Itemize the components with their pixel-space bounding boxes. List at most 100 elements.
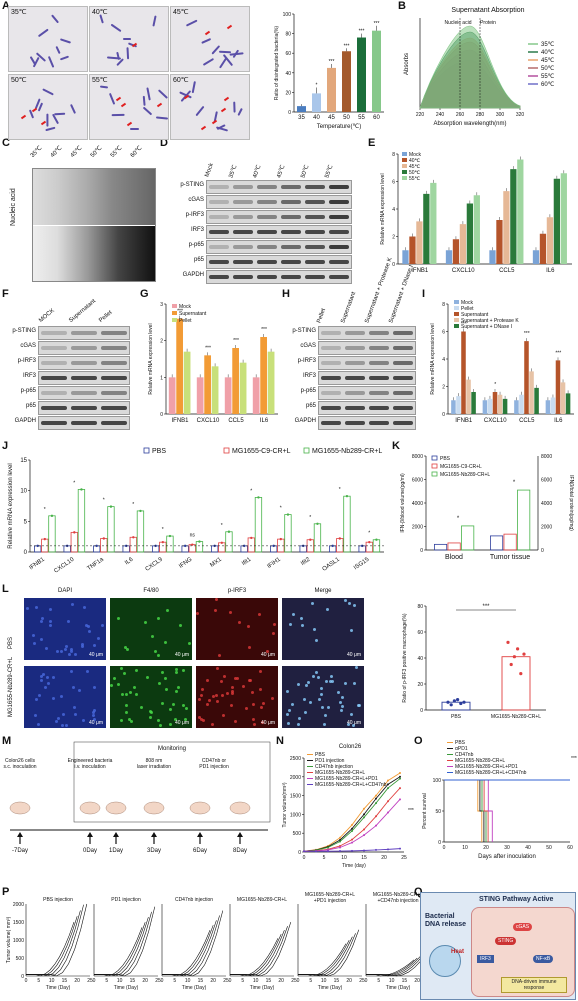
legend-swatch (402, 164, 407, 168)
fluor-cell (220, 679, 224, 683)
y-tick-label: 100 (283, 12, 292, 18)
bar-Blood-0 (434, 543, 448, 551)
bar-IL6-1 (260, 337, 267, 414)
blot-band (345, 331, 365, 335)
blot-band (321, 331, 341, 335)
data-point (315, 850, 317, 853)
y-tick-label: 0 (392, 262, 395, 268)
data-point (512, 655, 516, 659)
data-point (375, 802, 377, 805)
y-axis-label: Relative mRNA expression level (430, 323, 436, 394)
x-tick-label: 50 (546, 845, 552, 851)
fluor-cell (242, 685, 246, 689)
data-point (339, 850, 341, 853)
fluor-cell (318, 698, 322, 702)
y-axis-label: Relative mRNA expression level (148, 323, 154, 394)
monitoring-box (73, 741, 271, 823)
data-point (387, 779, 389, 782)
panel-label-j: J (2, 440, 9, 452)
blot-band (101, 346, 127, 350)
fluor-cell (231, 691, 235, 695)
y-axis-label: Relative mRNA expression level (8, 463, 14, 548)
y-tick-label: 20 (285, 90, 291, 96)
blot-row-label: p65 (25, 403, 36, 409)
bar-Ifit1-2 (254, 497, 263, 553)
blot-band (305, 215, 325, 219)
blot-row-label: p-p65 (300, 388, 316, 394)
data-point (351, 827, 353, 830)
sig-label: * (44, 507, 46, 513)
legend-swatch (431, 455, 438, 461)
bar-CCL5-0 (224, 377, 232, 414)
day-label: 1Day (109, 848, 123, 854)
blot-band (281, 275, 301, 279)
y-tick-label: 1000 (13, 938, 24, 944)
blot-strip-cGAS (318, 341, 416, 355)
individual-curve (162, 929, 211, 977)
y-axis-label: Percent survival (422, 793, 428, 829)
fluor-cell (125, 711, 129, 715)
bar-CXCL10-0 (445, 250, 453, 264)
lysis-arrow (211, 119, 217, 124)
blot-row-label: p65 (305, 403, 316, 409)
fluor-cell (229, 611, 233, 615)
y-tick-label: 8 (392, 152, 395, 158)
y-tick-label: 1 (160, 375, 163, 381)
fluor-cell (171, 702, 175, 706)
y-tick-label: 3 (160, 302, 163, 308)
step-label-2: PD1 injection (199, 764, 229, 770)
blot-row-label: GAPDH (294, 418, 316, 424)
bar-Blood-1 (447, 542, 461, 551)
bar-CXCL10-1 (204, 355, 211, 414)
x-tick-label: 30 (504, 845, 510, 851)
panel-label-c: C (2, 137, 10, 149)
x-tick-label: CXCL10 (452, 268, 475, 274)
legend-label: PBS (455, 740, 466, 746)
fluor-cell (225, 691, 229, 695)
fluor-cell (174, 718, 178, 722)
x-tick-label: 20 (278, 978, 284, 984)
legend-label: MG1655-Nb289-CR+L (440, 472, 490, 478)
y-tick-label: 0 (298, 850, 301, 856)
data-point (462, 700, 466, 704)
western-blot-f: MOCK Supernatant Pellet p-STING cGAS p-IRF3 IR… (4, 296, 138, 436)
x-tick-label: IL6 (124, 556, 135, 566)
blot-strip-p-IRF3 (318, 356, 416, 370)
node-immune-response: DNA-driven immune response (501, 977, 567, 993)
x-tick-label: 300 (496, 112, 505, 118)
fluor-cell (143, 620, 147, 624)
bar-IFNB1-4 (430, 182, 437, 264)
fluor-cell (100, 623, 104, 627)
fluor-cell (221, 694, 225, 698)
y-tick-label: 5 (24, 519, 28, 525)
fluor-cell (54, 720, 58, 724)
blot-band (257, 200, 277, 204)
y-tick-label: 1500 (13, 920, 24, 926)
bar-CCL5-1 (496, 220, 503, 264)
sig-label: *** (344, 43, 350, 49)
x-tick-label: 5 (173, 978, 176, 984)
blot-band (305, 230, 325, 234)
bacterium-rod (99, 85, 108, 89)
sig-label: *** (359, 29, 365, 35)
bacterium-rod (191, 81, 196, 94)
legend-label: Supernatant (461, 312, 489, 318)
mouse-icon (229, 801, 251, 815)
blot-row-label: cGAS (188, 197, 204, 203)
annot-protein: Protein (480, 20, 496, 26)
blot-lane-label: Supernatant (340, 291, 358, 324)
data-point (387, 783, 389, 786)
data-point (161, 540, 165, 544)
fluor-cell (130, 720, 134, 724)
chart-o-survival: 0 50 100 Percent survival 0 10 20 30 40 50 60 Days … (422, 740, 577, 860)
fluor-cell (216, 667, 220, 671)
bacterium-rod (152, 15, 157, 27)
sig-label: * (316, 83, 318, 89)
data-point (399, 775, 401, 778)
fluor-cell (251, 691, 255, 695)
panel-label-m: M (2, 735, 12, 747)
blot-band (393, 391, 413, 395)
bacterium-rod (229, 52, 244, 56)
fluor-cell (40, 637, 44, 641)
bar-CXCL10-2 (211, 366, 219, 414)
